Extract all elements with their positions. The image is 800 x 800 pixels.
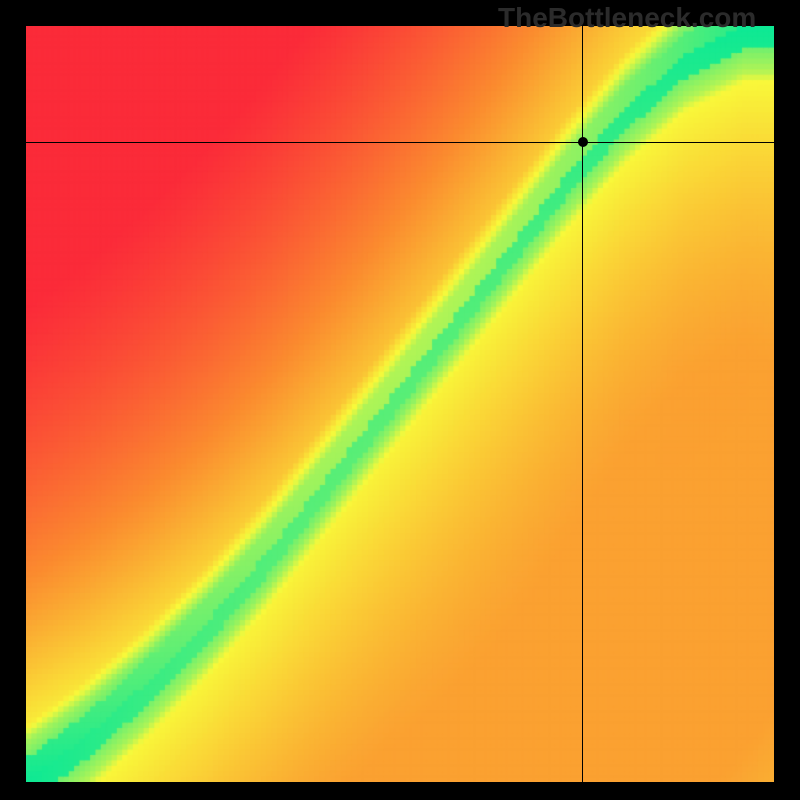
bottleneck-heatmap <box>26 26 774 782</box>
crosshair-horizontal <box>26 142 774 143</box>
watermark-text: TheBottleneck.com <box>498 2 756 34</box>
crosshair-marker <box>578 137 588 147</box>
chart-container: TheBottleneck.com <box>0 0 800 800</box>
